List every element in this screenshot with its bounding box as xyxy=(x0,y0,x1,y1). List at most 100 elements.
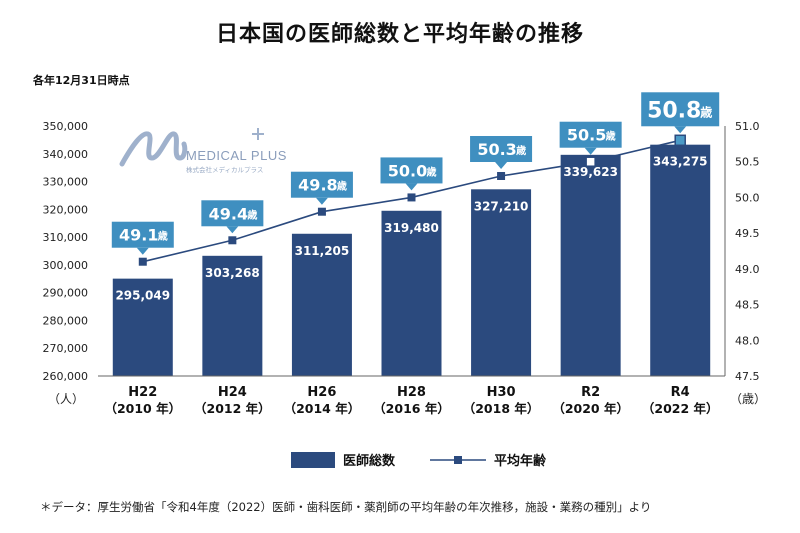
age-point xyxy=(585,156,596,167)
medical-plus-logo-icon xyxy=(119,128,264,167)
right-tick-label: 48.0 xyxy=(735,334,760,347)
bar-value-label: 319,480 xyxy=(384,221,439,235)
x-tick-label: H24 xyxy=(218,385,247,400)
age-callout-unit: 歳 xyxy=(247,208,257,221)
age-callout-box xyxy=(201,200,264,227)
right-tick-label: 49.5 xyxy=(735,227,760,240)
source-note: ＊データ：厚生労働省「令和4年度（2022）医師・歯科医師・薬剤師の平均年齢の年… xyxy=(40,500,652,514)
age-point xyxy=(674,134,686,147)
legend-bar-label: 医師総数 xyxy=(343,453,396,469)
age-callouts: 49.1 歳49.4 歳49.8 歳50.0 歳50.3 歳50.5 歳50.8歳 xyxy=(111,92,720,255)
age-callout: 50.8歳 xyxy=(641,92,720,134)
bar-value-label: 295,049 xyxy=(115,289,170,303)
left-tick-label: 320,000 xyxy=(43,203,89,216)
x-tick-label: H26 xyxy=(307,385,336,400)
age-callout-value: 49.8 xyxy=(298,176,337,195)
right-tick-label: 50.0 xyxy=(735,191,760,204)
age-callout-pointer xyxy=(674,126,687,134)
right-tick-label: 49.0 xyxy=(735,263,760,276)
age-callout: 49.4 歳 xyxy=(201,200,264,234)
age-callout: 50.5 歳 xyxy=(559,121,622,155)
age-callout-value: 50.0 xyxy=(388,161,427,180)
logo-text: MEDICAL PLUS xyxy=(186,148,287,163)
age-callout-value: 49.1 xyxy=(119,226,158,245)
age-callout-value: 49.4 xyxy=(209,204,248,223)
bar xyxy=(291,233,352,376)
age-callout-value: 50.8 xyxy=(647,98,701,123)
left-tick-label: 270,000 xyxy=(43,342,89,355)
bar xyxy=(202,255,263,376)
bar-series: 295,049 303,268 311,205 319,480 327,210 339,6… xyxy=(112,144,711,376)
legend: 医師総数 平均年齢 xyxy=(291,452,547,469)
age-callout: 50.0 歳 xyxy=(380,157,443,191)
right-tick-label: 51.0 xyxy=(735,120,760,133)
right-axis-unit: （歳） xyxy=(730,392,766,406)
bar-value-label: 339,623 xyxy=(563,165,618,179)
x-tick-label: H30 xyxy=(487,385,516,400)
left-axis-unit: （人） xyxy=(48,392,84,406)
age-callout-pointer xyxy=(495,162,508,169)
x-tick-year-label: （2020 年） xyxy=(552,401,629,416)
age-callout: 49.1 歳 xyxy=(111,221,174,255)
age-point xyxy=(228,236,237,245)
left-tick-label: 280,000 xyxy=(43,314,89,327)
left-tick-label: 260,000 xyxy=(43,370,89,383)
line-series xyxy=(138,134,686,266)
date-note: 各年12月31日時点 xyxy=(33,74,130,87)
left-tick-label: 310,000 xyxy=(43,231,89,244)
x-tick-year-label: （2022 年） xyxy=(642,401,719,416)
bar xyxy=(650,144,711,376)
age-point xyxy=(317,207,326,216)
legend-line-label: 平均年齢 xyxy=(494,453,547,469)
age-callout-pointer xyxy=(584,147,597,155)
age-callout-unit: 歳 xyxy=(337,180,347,193)
bar-value-label: 303,268 xyxy=(205,266,260,280)
x-tick-year-label: （2016 年） xyxy=(373,401,450,416)
age-callout: 49.8 歳 xyxy=(290,171,353,205)
age-callout-box xyxy=(380,157,443,184)
left-tick-label: 330,000 xyxy=(43,176,89,189)
age-callout-box xyxy=(111,221,174,248)
age-callout-value: 50.5 xyxy=(567,126,606,145)
x-tick-year-label: （2012 年） xyxy=(194,401,271,416)
left-tick-label: 350,000 xyxy=(43,120,89,133)
x-tick-year-label: （2010 年） xyxy=(104,401,181,416)
age-callout-pointer xyxy=(405,183,418,191)
x-tick-year-label: （2018 年） xyxy=(463,401,540,416)
logo-subtext: 株式会社メディカルプラス xyxy=(186,167,264,174)
age-point xyxy=(407,193,416,202)
legend-line-marker xyxy=(454,456,462,464)
age-point xyxy=(138,257,147,266)
right-tick-label: 48.5 xyxy=(735,299,760,312)
x-tick-label: R4 xyxy=(671,385,690,400)
bar-value-label: 327,210 xyxy=(474,199,529,213)
bar-value-label: 343,275 xyxy=(653,155,708,169)
age-callout: 50.3 歳 xyxy=(470,136,533,169)
age-callout-unit: 歳 xyxy=(606,130,616,143)
x-tick-label: H28 xyxy=(397,385,426,400)
age-callout-pointer xyxy=(136,247,149,255)
age-callout-pointer xyxy=(315,197,328,205)
age-callout-pointer xyxy=(226,226,239,234)
age-callout-box xyxy=(470,136,533,162)
age-callout-box xyxy=(290,171,353,198)
legend-bar-swatch xyxy=(291,452,335,468)
bar xyxy=(381,210,442,376)
left-tick-label: 300,000 xyxy=(43,259,89,272)
bar xyxy=(112,278,173,376)
right-tick-label: 50.5 xyxy=(735,156,760,169)
x-tick-year-label: （2014 年） xyxy=(284,401,361,416)
right-tick-label: 47.5 xyxy=(735,370,760,383)
age-callout-box xyxy=(559,121,622,148)
age-callout-unit: 歳 xyxy=(700,104,712,119)
x-tick-label: H22 xyxy=(128,385,157,400)
age-callout-unit: 歳 xyxy=(427,165,437,178)
bar xyxy=(560,154,621,376)
age-callout-unit: 歳 xyxy=(516,144,526,157)
bar-value-label: 311,205 xyxy=(295,244,350,258)
page-title: 日本国の医師総数と平均年齢の推移 xyxy=(215,22,584,47)
left-tick-label: 290,000 xyxy=(43,287,89,300)
bar xyxy=(471,189,532,376)
age-callout-unit: 歳 xyxy=(158,230,168,243)
